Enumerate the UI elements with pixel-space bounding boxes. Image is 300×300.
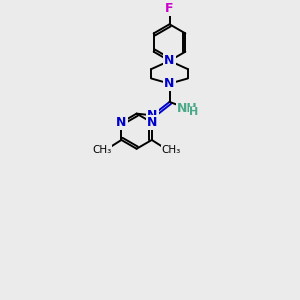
Text: CH₃: CH₃ [162, 146, 181, 155]
Text: N: N [164, 54, 175, 67]
Text: N: N [147, 109, 158, 122]
Text: CH₃: CH₃ [92, 146, 112, 155]
Text: N: N [164, 77, 175, 90]
Text: N: N [147, 116, 157, 129]
Text: N: N [116, 116, 127, 129]
Text: H: H [189, 107, 199, 117]
Text: F: F [165, 2, 174, 15]
Text: NH: NH [177, 101, 198, 115]
